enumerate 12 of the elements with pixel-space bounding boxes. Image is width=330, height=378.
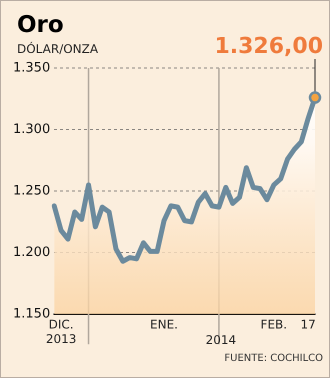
x-tick-label: ENE.: [150, 318, 178, 332]
data-label: 1.326,00: [214, 34, 323, 59]
text: 2014: [206, 333, 236, 348]
x-tick-label: FEB.: [260, 318, 288, 332]
y-axis-title: DÓLAR/ONZA: [17, 41, 99, 56]
y-tick-label: 1.200: [13, 245, 50, 260]
source-note: FUENTE: COCHILCO: [224, 353, 324, 364]
y-tick-label: 1.350: [13, 60, 50, 76]
y-tick-label: 1.250: [13, 183, 50, 198]
chart-title: Oro: [17, 12, 64, 38]
y-tick-label: 1.300: [13, 122, 50, 137]
x-tick-label: 17: [300, 318, 316, 332]
